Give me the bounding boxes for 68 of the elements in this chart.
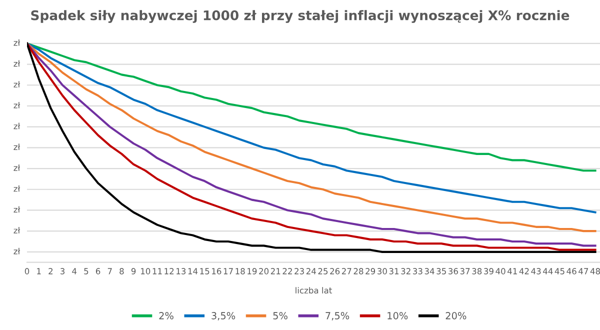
x-tick-label: 35 bbox=[436, 268, 446, 274]
x-tick-label: 26 bbox=[330, 268, 340, 274]
x-tick-label: 4 bbox=[72, 268, 77, 274]
text: zł bbox=[14, 164, 20, 171]
x-tick-label: 10 bbox=[141, 268, 150, 274]
text: zł bbox=[14, 248, 20, 254]
x-tick-label: 28 bbox=[354, 268, 364, 274]
x-tick-label: 6 bbox=[96, 268, 100, 274]
x-tick-label: 38 bbox=[472, 268, 482, 274]
x-tick-label: 9 bbox=[131, 268, 136, 274]
text: zł bbox=[14, 206, 20, 213]
legend-label: 10% bbox=[388, 312, 408, 320]
legend-label: 3,5% bbox=[212, 312, 236, 320]
x-tick-label: 34 bbox=[424, 268, 434, 274]
x-tick-label: 12 bbox=[164, 268, 174, 274]
x-tick-label: 18 bbox=[236, 268, 245, 274]
chart-title: Spadek siły nabywczej 1000 zł przy stałej inflacji wynoszącej X% rocznie bbox=[31, 10, 570, 23]
x-tick-label: 30 bbox=[378, 268, 387, 274]
x-tick-label: 2 bbox=[48, 268, 52, 274]
x-tick-label: 37 bbox=[460, 268, 470, 274]
text: zł bbox=[14, 122, 20, 130]
text: zł bbox=[14, 60, 20, 67]
x-tick-label: 21 bbox=[270, 268, 280, 274]
text: zł bbox=[14, 81, 20, 88]
text: zł bbox=[14, 227, 20, 234]
x-tick-label: 43 bbox=[531, 268, 541, 274]
x-tick-label: 44 bbox=[543, 268, 553, 274]
text: zł bbox=[14, 144, 20, 150]
x-tick-label: 33 bbox=[413, 268, 422, 274]
x-tick-label: 48 bbox=[590, 268, 600, 274]
x-tick-label: 7 bbox=[108, 268, 112, 274]
x-tick-label: 16 bbox=[212, 268, 222, 274]
x-tick-label: 29 bbox=[366, 268, 376, 274]
text: zł bbox=[14, 102, 20, 108]
x-tick-label: 13 bbox=[176, 268, 186, 274]
x-tick-label: 15 bbox=[200, 268, 210, 274]
x-tick-label: 17 bbox=[224, 268, 233, 274]
x-tick-label: 41 bbox=[508, 268, 517, 274]
x-tick-label: 36 bbox=[448, 268, 458, 274]
x-tick-label: 20 bbox=[259, 268, 269, 274]
x-tick-label: 3 bbox=[60, 268, 64, 274]
x-tick-label: 47 bbox=[578, 268, 588, 274]
x-tick-label: 0 bbox=[24, 268, 30, 274]
x-tick-label: 23 bbox=[294, 268, 304, 274]
x-tick-label: 19 bbox=[248, 268, 257, 274]
x-axis-title: liczba lat bbox=[296, 287, 332, 294]
text: zł bbox=[14, 185, 20, 192]
x-tick-label: 42 bbox=[519, 268, 529, 274]
x-tick-label: 25 bbox=[318, 268, 328, 274]
x-tick-label: 27 bbox=[342, 268, 352, 274]
x-tick-label: 11 bbox=[152, 268, 162, 274]
x-tick-label: 22 bbox=[282, 268, 292, 274]
x-tick-label: 8 bbox=[120, 268, 124, 274]
x-tick-label: 32 bbox=[401, 268, 410, 274]
legend-label: 7,5% bbox=[326, 312, 350, 320]
legend-label: 5% bbox=[273, 312, 288, 320]
x-tick-label: 31 bbox=[389, 268, 399, 274]
x-tick-label: 39 bbox=[484, 268, 494, 274]
x-tick-label: 45 bbox=[554, 268, 564, 274]
legend-label: 20% bbox=[446, 312, 466, 320]
x-tick-label: 46 bbox=[566, 268, 576, 274]
legend-label: 2% bbox=[159, 312, 174, 320]
text: zł bbox=[14, 39, 20, 46]
x-tick-label: 40 bbox=[496, 268, 506, 274]
x-tick-label: 1 bbox=[37, 268, 41, 274]
x-tick-label: 5 bbox=[84, 268, 88, 274]
x-tick-label: 24 bbox=[306, 268, 316, 274]
x-tick-label: 14 bbox=[188, 268, 198, 274]
